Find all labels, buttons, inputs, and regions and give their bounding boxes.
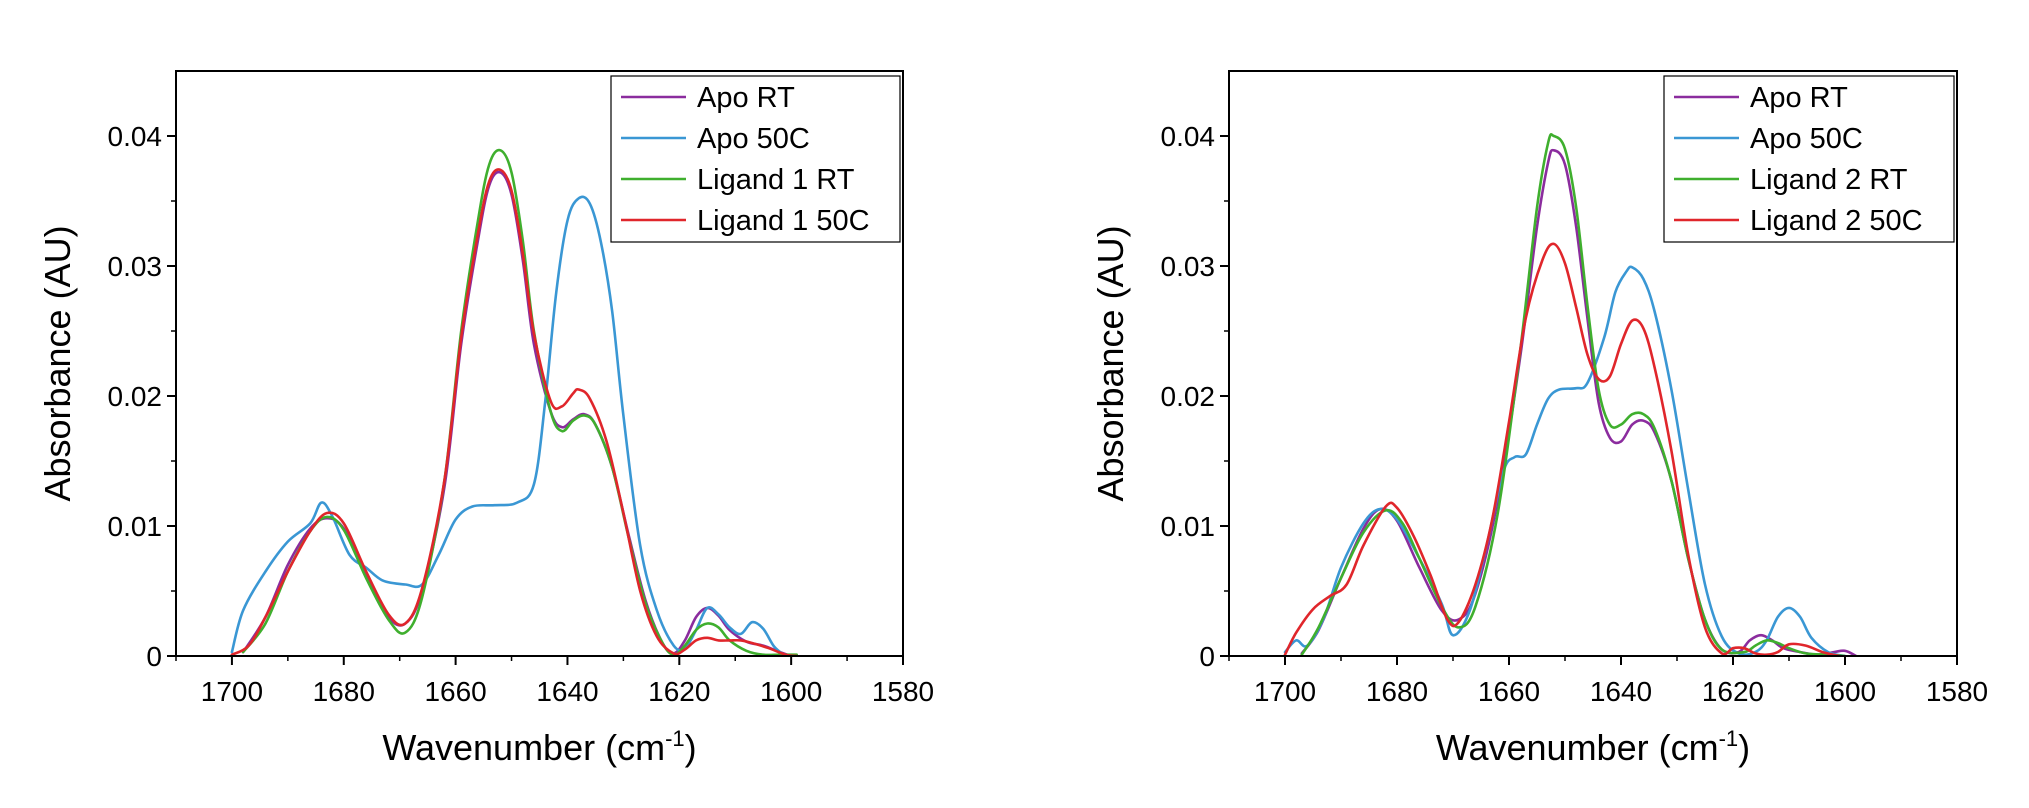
y-tick-label: 0 [146,641,162,672]
legend-label: Ligand 2 50C [1750,205,1923,237]
y-tick-label: 0.03 [108,251,163,282]
y-tick-label: 0.02 [1161,381,1216,412]
series-line-apo-50c [1283,265,1847,656]
series-group [1283,133,1858,656]
legend-label: Apo 50C [697,123,810,155]
series-line-apo-50c [230,195,787,656]
series-group [230,148,798,656]
y-tick-label: 0.01 [1161,511,1216,542]
x-tick-label: 1640 [536,676,598,707]
x-tick-label: 1620 [648,676,710,707]
x-tick-label: 1700 [1254,676,1316,707]
series-line-ligand-2-50c [1283,242,1841,656]
y-tick-label: 0.04 [1161,121,1216,152]
y-axis-title: Absorbance (AU) [37,225,78,501]
x-tick-label: 1600 [1814,676,1876,707]
x-tick-label: 1620 [1702,676,1764,707]
chart-panel-left: 1700 1680 1660 1640 1620 1600 1580 0 0.01 0.02 0.0… [37,70,934,768]
x-tick-label: 1680 [1366,676,1428,707]
legend: Apo RT Apo 50C Ligand 2 RT Ligand 2 50C [1663,75,1955,243]
legend-box [1663,75,1955,243]
y-tick-label: 0.03 [1161,251,1216,282]
legend-label: Apo 50C [1750,123,1863,155]
x-axis-title: Wavenumber (cm-1) [1436,726,1750,768]
x-tick-label: 1600 [760,676,822,707]
legend-box [610,75,901,243]
x-tick-label: 1660 [424,676,486,707]
chart-panel-right: 1700 1680 1660 1640 1620 1600 1580 0 0.01 0.02 0.0… [1090,70,1988,768]
plot-frame [175,70,904,657]
legend: Apo RT Apo 50C Ligand 1 RT Ligand 1 50C [610,75,901,243]
y-tick-label: 0.02 [108,381,163,412]
series-line-ligand-1-50c [230,168,798,656]
x-tick-label: 1660 [1478,676,1540,707]
series-line-ligand-2-rt [1300,133,1847,656]
x-tick-label: 1580 [872,676,934,707]
x-axis-title: Wavenumber (cm-1) [382,726,696,768]
y-tick-label: 0.01 [108,511,163,542]
plot-frame [1228,70,1958,657]
y-tick-label: 0.04 [108,121,163,152]
y-axis-title: Absorbance (AU) [1090,225,1131,501]
legend-label: Apo RT [697,82,795,114]
series-line-apo-rt [241,170,793,656]
x-tick-label: 1580 [1926,676,1988,707]
legend-label: Ligand 1 RT [697,164,855,196]
x-tick-label: 1680 [313,676,375,707]
legend-label: Ligand 1 50C [697,205,870,237]
x-tick-label: 1640 [1590,676,1652,707]
legend-label: Ligand 2 RT [1750,164,1908,196]
y-tick-label: 0 [1199,641,1215,672]
x-tick-label: 1700 [201,676,263,707]
legend-label: Apo RT [1750,82,1848,114]
